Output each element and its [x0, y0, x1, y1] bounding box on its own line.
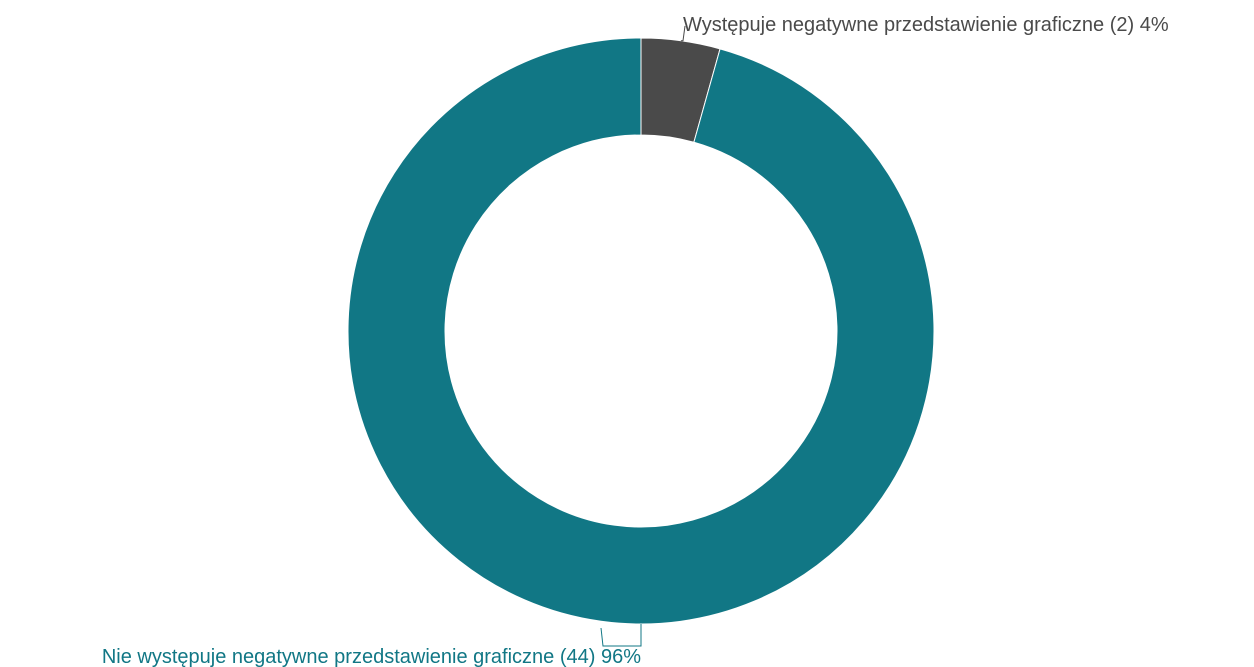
slice-labels: Występuje negatywne przedstawienie grafi…: [102, 14, 1169, 667]
leader-line-0: [680, 25, 686, 42]
slice-label-1: Nie występuje negatywne przedstawienie g…: [102, 646, 641, 667]
leader-line-1: [600, 624, 642, 647]
donut-slice-1: [347, 37, 935, 625]
donut-slices: [347, 37, 935, 625]
slice-label-0: Występuje negatywne przedstawienie grafi…: [683, 14, 1169, 36]
label-leader-lines: [600, 25, 686, 647]
